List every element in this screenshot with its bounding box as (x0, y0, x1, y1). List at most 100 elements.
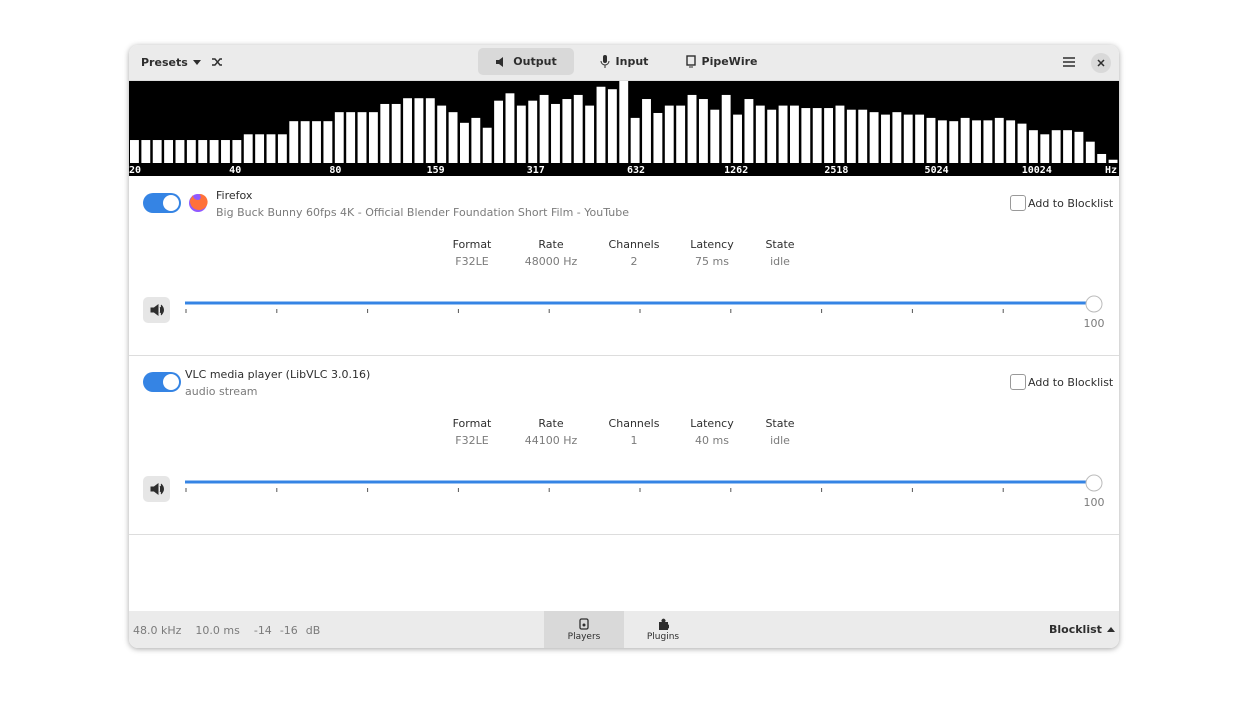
column-header: Latency (690, 238, 734, 251)
window: Presets Output Input PipeWire 20 40 80 159 3… (129, 45, 1119, 648)
spectrum-bar (141, 140, 151, 163)
spectrum-bar (437, 105, 447, 163)
spectrum-bar (926, 117, 936, 163)
frequency-label: 317 (527, 165, 545, 176)
slider-thumb (1085, 295, 1103, 313)
blocklist-checkbox[interactable] (1010, 374, 1026, 390)
spectrum-bar (903, 114, 913, 163)
shuffle-icon[interactable] (211, 56, 223, 68)
spectrum-bar (846, 109, 856, 163)
column-value: 2 (630, 255, 638, 268)
spectrum-bar (835, 105, 845, 163)
spectrum-bar (596, 86, 606, 163)
enable-toggle[interactable] (143, 193, 181, 213)
spectrum-bar (186, 140, 196, 163)
frequency-label: 159 (427, 165, 445, 176)
blocklist-label: Add to Blocklist (1028, 376, 1114, 389)
column-header: Latency (690, 417, 734, 430)
spectrum-bar (824, 108, 834, 163)
spectrum-bar (221, 140, 230, 163)
column-header: Format (452, 417, 492, 430)
column-value: 44100 Hz (524, 434, 578, 447)
spectrum-bar (232, 140, 242, 163)
spectrum-bar (448, 112, 458, 163)
tab-label: Output (513, 55, 557, 68)
spectrum-bar (1108, 159, 1118, 163)
close-button[interactable] (1090, 52, 1112, 74)
tab-input[interactable]: Input (594, 48, 654, 75)
spectrum-bar (1051, 130, 1061, 163)
spectrum-bar (721, 94, 731, 163)
spectrum-bar (698, 99, 708, 163)
pipewire-icon (685, 55, 696, 68)
column-header: State (765, 417, 795, 430)
menu-icon[interactable] (1062, 56, 1076, 68)
blocklist-label: Add to Blocklist (1028, 197, 1114, 210)
spectrum-bar (767, 109, 777, 163)
spectrum-bar (949, 121, 959, 163)
tab-output[interactable]: Output (478, 48, 574, 75)
spectrum-bar (152, 140, 162, 163)
app-icon (189, 193, 208, 212)
spectrum-bar (425, 98, 435, 163)
spectrum-bar (346, 112, 356, 163)
column-header: Rate (538, 238, 564, 251)
frequency-label: 40 (229, 165, 241, 176)
volume-slider[interactable] (179, 289, 1109, 319)
tab-pipewire[interactable]: PipeWire (684, 48, 759, 75)
spectrum-bar (528, 100, 538, 163)
tab-label: Input (615, 55, 649, 68)
frequency-label: 2518 (824, 165, 848, 176)
icon-fox (189, 193, 208, 210)
spectrum-bar (869, 112, 879, 163)
spectrum-bar (460, 122, 469, 163)
spectrum-bar (300, 121, 310, 163)
column-header: Channels (608, 417, 660, 430)
spectrum-bar (710, 109, 720, 163)
spectrum-bar (289, 121, 299, 163)
spectrum-bar (801, 108, 811, 163)
volume-slider[interactable] (179, 468, 1109, 498)
spectrum-bar (414, 98, 424, 163)
tab-label: Players (567, 632, 601, 642)
spectrum-bar (881, 114, 890, 163)
dropdown-icon (192, 60, 201, 65)
spectrum-bar (915, 114, 925, 163)
status-item: -14 (253, 624, 272, 637)
frequency-unit: Hz (1105, 165, 1117, 176)
plugins-icon (659, 618, 669, 630)
slider-thumb (1085, 474, 1103, 492)
spectrum-bar (266, 134, 276, 163)
volume-icon (150, 304, 164, 316)
mute-button[interactable] (143, 476, 170, 502)
blocklist-button[interactable]: Blocklist (1049, 623, 1116, 636)
spectrum-bar (573, 94, 583, 163)
column-value: idle (770, 255, 790, 268)
spectrum-bar (630, 117, 640, 163)
spectrum-bar (1017, 123, 1027, 163)
spectrum-bar (585, 105, 595, 163)
mute-button[interactable] (143, 297, 170, 323)
up-arrow (1106, 627, 1115, 632)
spectrum-bar (164, 140, 174, 163)
frequency-label: 5024 (925, 165, 949, 176)
header-bar: Presets Output Input PipeWire (129, 45, 1119, 81)
spectrum-bar (505, 93, 515, 163)
tab-players[interactable]: Players (544, 618, 624, 642)
presets-menu[interactable]: Presets (141, 56, 202, 69)
column-value: 1 (630, 434, 638, 447)
tab-plugins[interactable]: Plugins (623, 618, 703, 642)
spectrum-bar (1006, 120, 1016, 163)
spectrum-bar (858, 109, 868, 163)
column-value: 40 ms (695, 434, 729, 447)
blocklist-checkbox[interactable] (1010, 195, 1026, 211)
status-item: 10.0 ms (195, 624, 240, 637)
spectrum-bar (790, 105, 799, 163)
enable-toggle[interactable] (143, 372, 181, 392)
spectrum-bar (972, 120, 981, 163)
spectrum-bar (642, 99, 651, 163)
spectrum-bar (380, 103, 390, 163)
column-header: Format (452, 238, 492, 251)
volume-value: 100 (1083, 496, 1105, 509)
